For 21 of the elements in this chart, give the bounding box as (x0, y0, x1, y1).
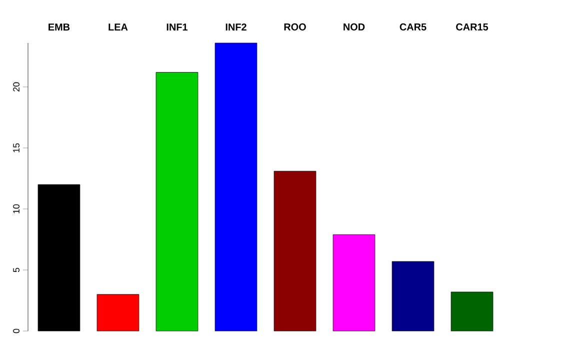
x-tick-label: LEA (108, 24, 128, 30)
y-tick-label: 5 (13, 268, 20, 272)
x-tick-label: CAR15 (456, 23, 488, 30)
y-tick-label: 20 (13, 82, 20, 92)
bar (38, 184, 80, 332)
bar (274, 170, 316, 332)
bar (392, 261, 434, 332)
bar (332, 234, 376, 332)
bar (450, 292, 494, 332)
x-tick-label: EMB (48, 24, 70, 30)
x-tick-label: CAR5 (400, 23, 426, 30)
x-tick-label: NOD (344, 23, 365, 30)
x-tick-label: INF1 (166, 24, 188, 30)
y-tick-label: 10 (13, 204, 20, 214)
x-tick-label: ROO (284, 23, 306, 30)
bar (156, 72, 198, 332)
y-tick-label: 0 (13, 328, 20, 334)
y-tick-label: 15 (13, 143, 20, 152)
bar (96, 294, 140, 332)
x-tick-label: INF2 (226, 24, 246, 30)
bar (214, 42, 258, 332)
